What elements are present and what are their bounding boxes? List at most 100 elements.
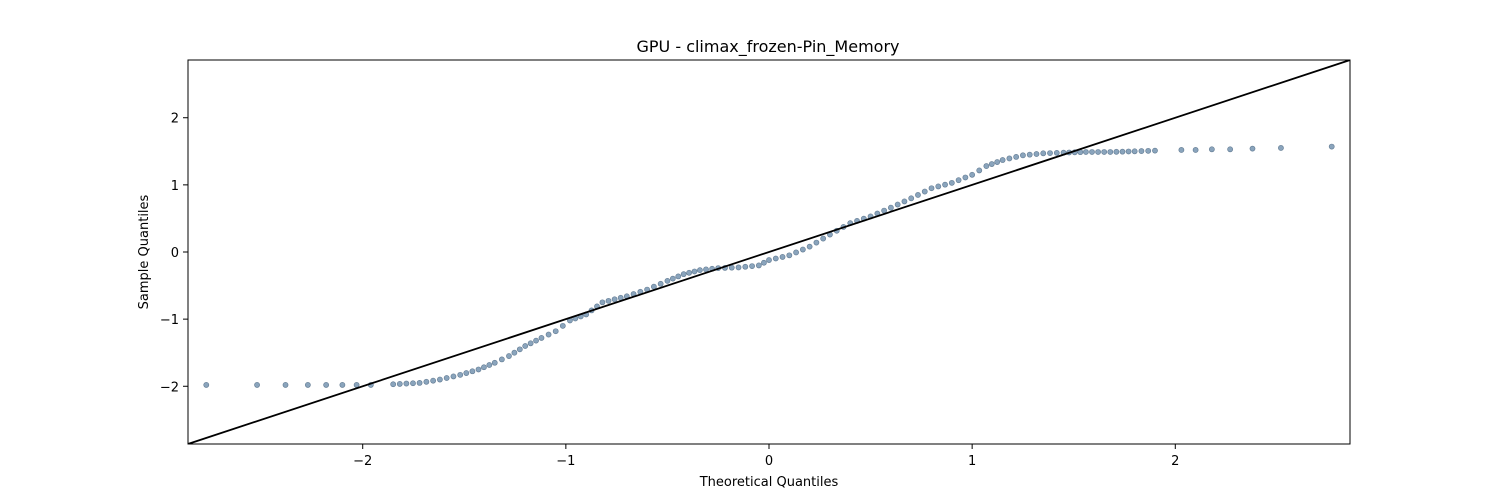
data-point bbox=[545, 331, 552, 338]
data-point bbox=[475, 366, 482, 373]
y-tick-label: 1 bbox=[171, 179, 179, 194]
data-point bbox=[988, 161, 995, 167]
data-point bbox=[1152, 147, 1158, 154]
data-point bbox=[522, 343, 529, 349]
data-point bbox=[282, 382, 289, 388]
data-point bbox=[901, 198, 908, 205]
data-point bbox=[994, 159, 1001, 165]
data-point bbox=[1101, 149, 1108, 155]
data-point bbox=[390, 381, 397, 388]
y-axis-ticks: −2 −1 0 1 2 bbox=[160, 112, 188, 395]
data-point bbox=[396, 381, 403, 387]
data-point bbox=[779, 254, 786, 260]
data-point bbox=[680, 271, 687, 278]
data-point bbox=[1095, 149, 1101, 155]
data-point bbox=[323, 382, 330, 388]
data-point bbox=[1026, 151, 1033, 158]
data-point bbox=[664, 277, 671, 284]
data-point bbox=[304, 382, 311, 388]
data-point bbox=[749, 263, 755, 269]
data-point bbox=[793, 249, 799, 256]
x-axis-ticks: −2 −1 0 1 2 bbox=[353, 444, 1179, 469]
data-point bbox=[430, 377, 437, 384]
data-point bbox=[887, 204, 894, 211]
data-point bbox=[1192, 147, 1199, 153]
data-point bbox=[813, 239, 820, 246]
data-point bbox=[1328, 143, 1335, 150]
data-point bbox=[403, 380, 410, 387]
data-point bbox=[339, 382, 346, 388]
data-point bbox=[675, 273, 682, 280]
data-point bbox=[915, 192, 921, 198]
data-point bbox=[538, 335, 545, 341]
data-point bbox=[799, 246, 806, 253]
data-point bbox=[669, 275, 676, 282]
data-point bbox=[1125, 148, 1132, 155]
y-tick-label: −2 bbox=[160, 380, 179, 395]
data-point bbox=[416, 380, 423, 386]
y-axis-label: Sample Quantiles bbox=[137, 194, 152, 309]
data-point bbox=[1033, 151, 1040, 157]
data-point bbox=[786, 252, 793, 259]
y-tick-label: 2 bbox=[171, 112, 179, 127]
data-point bbox=[599, 299, 606, 306]
data-point bbox=[735, 264, 742, 271]
data-point bbox=[908, 195, 915, 202]
data-point bbox=[1208, 146, 1215, 153]
data-point bbox=[511, 349, 518, 356]
data-point bbox=[962, 174, 969, 181]
data-point bbox=[605, 297, 612, 304]
y-tick-label: 0 bbox=[171, 246, 179, 261]
data-point bbox=[1040, 150, 1047, 157]
data-point bbox=[755, 262, 762, 269]
data-point bbox=[1083, 149, 1089, 155]
x-tick-label: −2 bbox=[353, 454, 372, 469]
data-point bbox=[1113, 148, 1120, 155]
data-point bbox=[1278, 145, 1284, 151]
data-point bbox=[611, 296, 618, 303]
data-point bbox=[469, 368, 476, 375]
data-point bbox=[935, 183, 942, 190]
data-point bbox=[1053, 149, 1060, 156]
data-point bbox=[527, 340, 534, 347]
data-point bbox=[1013, 153, 1020, 160]
x-tick-label: 2 bbox=[1171, 454, 1179, 469]
data-point bbox=[921, 188, 928, 195]
data-point bbox=[457, 371, 464, 378]
data-point bbox=[697, 267, 703, 274]
reference-line bbox=[188, 60, 1350, 444]
chart-title: GPU - climax_frozen-Pin_Memory bbox=[636, 37, 899, 57]
data-point bbox=[552, 328, 559, 335]
data-point bbox=[498, 356, 505, 363]
data-point bbox=[481, 364, 487, 371]
data-point bbox=[942, 181, 948, 188]
data-point bbox=[742, 263, 749, 270]
data-point bbox=[254, 382, 260, 388]
data-point bbox=[1020, 152, 1026, 159]
data-point bbox=[1138, 148, 1145, 154]
data-point bbox=[686, 269, 692, 276]
data-point bbox=[533, 337, 539, 344]
data-point bbox=[657, 280, 664, 287]
data-point bbox=[1047, 150, 1053, 156]
data-point bbox=[766, 257, 772, 263]
data-point bbox=[1006, 155, 1013, 162]
data-point bbox=[772, 255, 779, 262]
data-point bbox=[1089, 149, 1095, 155]
data-point bbox=[1119, 148, 1126, 155]
data-point bbox=[463, 370, 470, 376]
data-point bbox=[450, 373, 457, 380]
data-point bbox=[516, 346, 523, 353]
data-point bbox=[1178, 147, 1185, 153]
data-point bbox=[955, 177, 962, 184]
data-point bbox=[559, 322, 566, 329]
data-point bbox=[423, 378, 430, 385]
data-point bbox=[1107, 149, 1114, 155]
data-point bbox=[820, 235, 827, 242]
x-tick-label: 0 bbox=[765, 454, 773, 469]
data-point bbox=[506, 353, 512, 359]
data-point bbox=[436, 376, 443, 383]
data-point bbox=[928, 185, 935, 192]
data-point bbox=[976, 167, 983, 174]
